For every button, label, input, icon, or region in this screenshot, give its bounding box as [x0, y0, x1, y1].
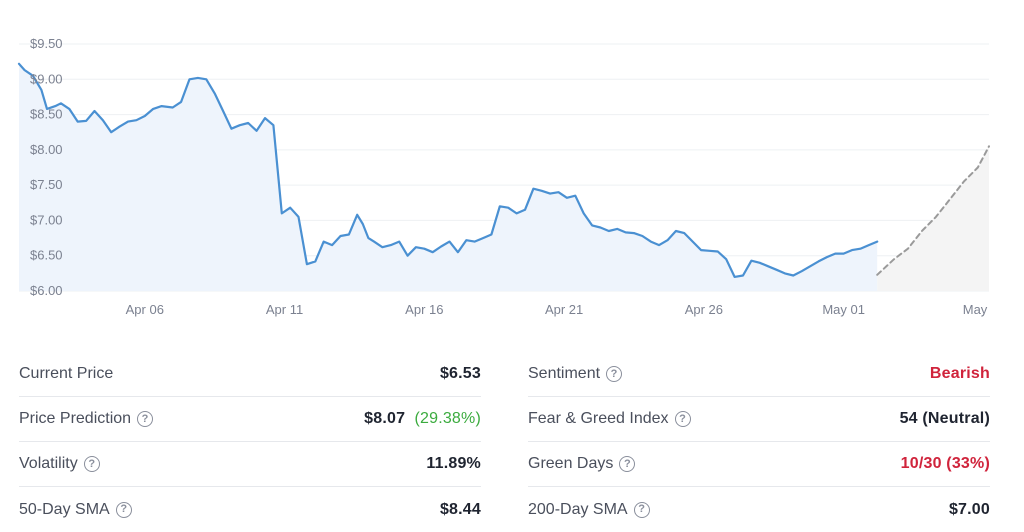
x-tick-label: Apr 16 — [405, 302, 443, 317]
x-tick-label: May 01 — [822, 302, 865, 317]
x-tick-label: Apr 06 — [126, 302, 164, 317]
x-tick-label: Apr 11 — [266, 302, 303, 317]
stat-row-price-prediction: Price Prediction? $8.07 (29.38%) — [19, 397, 481, 442]
help-icon[interactable]: ? — [606, 366, 623, 382]
y-tick-label: $9.50 — [30, 36, 63, 51]
x-tick-label: May — [963, 302, 988, 317]
forecast-line — [876, 145, 990, 276]
stat-label: 50-Day SMA? — [19, 501, 132, 519]
stat-value: $8.44 — [439, 500, 481, 518]
help-icon[interactable]: ? — [619, 456, 636, 472]
help-icon[interactable]: ? — [674, 411, 691, 427]
price-chart-svg: $9.50 $9.00 $8.50 $8.00 $7.50 $7.00 $6.50 $6.00… — [17, 36, 990, 317]
y-tick-label: $7.50 — [30, 177, 63, 192]
prediction-change: (29.38%) — [414, 410, 481, 427]
price-area — [19, 63, 878, 291]
stat-value: 11.89% — [426, 455, 481, 472]
stat-label: Fear & Greed Index? — [528, 410, 691, 428]
y-tick-label: $7.00 — [30, 212, 63, 227]
y-tick-label: $9.00 — [30, 71, 63, 86]
stat-label: Volatility? — [19, 455, 100, 473]
stat-label: Green Days? — [528, 455, 636, 473]
y-tick-label: $8.50 — [30, 107, 63, 122]
stat-label: 200-Day SMA? — [528, 501, 650, 519]
y-tick-label: $8.00 — [30, 142, 63, 157]
stat-value: 10/30 (33%) — [900, 455, 990, 472]
y-tick-label: $6.00 — [30, 283, 63, 298]
stat-row-volatility: Volatility? 11.89% — [19, 442, 481, 487]
stat-label: Price Prediction? — [19, 410, 154, 428]
stat-label: Current Price — [19, 365, 114, 382]
stat-row-fear-greed: Fear & Greed Index? 54 (Neutral) — [528, 397, 990, 442]
stat-row-200-day-sma: 200-Day SMA? $7.00 — [528, 487, 990, 532]
stat-row-50-day-sma: 50-Day SMA? $8.44 — [19, 487, 481, 532]
stat-label: Sentiment? — [528, 365, 623, 383]
stat-value: $8.07 (29.38%) — [364, 410, 481, 427]
stat-row-current-price: Current Price $6.53 — [19, 352, 481, 397]
price-chart: $9.50 $9.00 $8.50 $8.00 $7.50 $7.00 $6.50 $6.00… — [17, 36, 990, 317]
stat-value: $6.53 — [439, 365, 481, 382]
help-icon[interactable]: ? — [137, 411, 154, 427]
stat-value: Bearish — [929, 365, 990, 382]
stat-row-green-days: Green Days? 10/30 (33%) — [528, 442, 990, 487]
stat-row-sentiment: Sentiment? Bearish — [528, 352, 990, 397]
y-tick-label: $6.50 — [30, 248, 63, 263]
x-tick-label: Apr 26 — [685, 302, 723, 317]
forecast-area — [877, 146, 989, 291]
stats-panel: Current Price $6.53 Price Prediction? $8… — [19, 352, 991, 531]
stat-value: $7.00 — [948, 500, 990, 518]
help-icon[interactable]: ? — [633, 501, 650, 518]
price-line — [17, 62, 879, 278]
stat-value: 54 (Neutral) — [899, 410, 990, 427]
stats-left-column: Current Price $6.53 Price Prediction? $8… — [19, 352, 481, 532]
help-icon[interactable]: ? — [83, 456, 100, 472]
stats-right-column: Sentiment? Bearish Fear & Greed Index? 5… — [528, 352, 990, 532]
help-icon[interactable]: ? — [115, 501, 132, 518]
x-tick-label: Apr 21 — [545, 302, 583, 317]
